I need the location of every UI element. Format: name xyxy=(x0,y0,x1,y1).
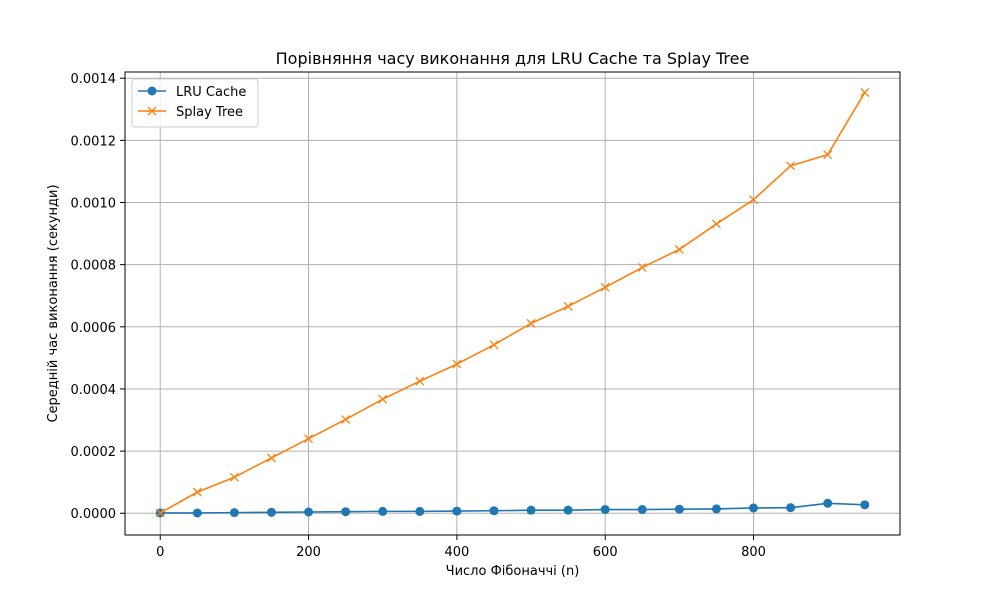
data-point xyxy=(304,434,314,444)
data-point xyxy=(786,161,796,171)
data-point xyxy=(229,508,239,518)
data-point xyxy=(823,150,833,160)
y-axis-label: Середній час виконання (секунди) xyxy=(46,184,61,422)
data-point xyxy=(749,503,759,513)
data-point xyxy=(489,506,499,516)
legend-marker-splay-tree xyxy=(147,106,157,116)
y-tick-label: 0.0000 xyxy=(71,507,117,522)
data-point xyxy=(637,262,647,272)
y-grid xyxy=(125,77,900,514)
y-tick-label: 0.0014 xyxy=(71,72,117,87)
x-tick-label: 200 xyxy=(296,545,321,560)
x-tick-label: 800 xyxy=(741,545,766,560)
data-point xyxy=(229,472,239,482)
x-tick-label: 0 xyxy=(156,545,164,560)
data-point xyxy=(452,506,462,516)
data-point xyxy=(267,453,276,463)
data-point xyxy=(155,508,165,518)
data-point xyxy=(749,195,758,205)
series-layer xyxy=(155,88,870,518)
x-axis-label: Число Фібоначчі (n) xyxy=(446,564,580,579)
y-tick-label: 0.0010 xyxy=(71,197,117,212)
data-point xyxy=(192,487,202,497)
data-point xyxy=(452,359,462,369)
data-point xyxy=(637,505,647,515)
data-point xyxy=(415,376,425,386)
data-point xyxy=(526,505,536,515)
series-line-splay-tree xyxy=(159,92,866,514)
series-line-lru-cache xyxy=(160,502,865,514)
data-point xyxy=(378,394,388,404)
legend-label-lru-cache: LRU Cache xyxy=(176,85,246,100)
y-tick-label: 0.0004 xyxy=(71,383,117,398)
data-point xyxy=(415,506,425,516)
y-tick-label: 0.0002 xyxy=(71,445,117,460)
data-point xyxy=(341,414,351,424)
data-point xyxy=(786,503,796,513)
data-point xyxy=(378,506,388,516)
data-point xyxy=(563,301,573,311)
legend-label-splay-tree: Splay Tree xyxy=(176,105,243,120)
series-lru-cache xyxy=(155,498,870,518)
legend: LRU Cache Splay Tree xyxy=(131,78,259,128)
data-point xyxy=(563,505,573,515)
legend-marker-lru-cache xyxy=(147,86,157,96)
plot-area xyxy=(125,72,900,535)
x-tick-label: 400 xyxy=(444,545,469,560)
data-point xyxy=(600,505,610,515)
y-tick-label: 0.0008 xyxy=(71,259,117,274)
y-tick-label: 0.0012 xyxy=(71,134,117,149)
data-point xyxy=(192,508,202,518)
x-axis: 0 200 400 600 800 xyxy=(156,535,766,560)
data-point xyxy=(711,504,721,514)
x-grid xyxy=(159,72,755,535)
data-point xyxy=(674,504,684,514)
plot-frame xyxy=(124,71,901,536)
chart-title: Порівняння часу виконання для LRU Cache … xyxy=(276,49,750,68)
y-tick-label: 0.0006 xyxy=(71,321,117,336)
data-point xyxy=(600,282,610,292)
data-point xyxy=(674,244,684,254)
data-point xyxy=(304,507,314,517)
data-point xyxy=(266,507,276,517)
data-point xyxy=(711,219,721,229)
data-point xyxy=(526,318,536,328)
data-point xyxy=(860,500,870,510)
series-splay-tree xyxy=(155,88,870,518)
data-point xyxy=(489,340,499,350)
data-point xyxy=(860,88,870,97)
y-axis: 0.0000 0.0002 0.0004 0.0006 0.0008 0.0010 0.00… xyxy=(71,72,125,522)
x-tick-label: 600 xyxy=(593,545,618,560)
data-point xyxy=(823,498,833,508)
data-point xyxy=(341,507,351,517)
